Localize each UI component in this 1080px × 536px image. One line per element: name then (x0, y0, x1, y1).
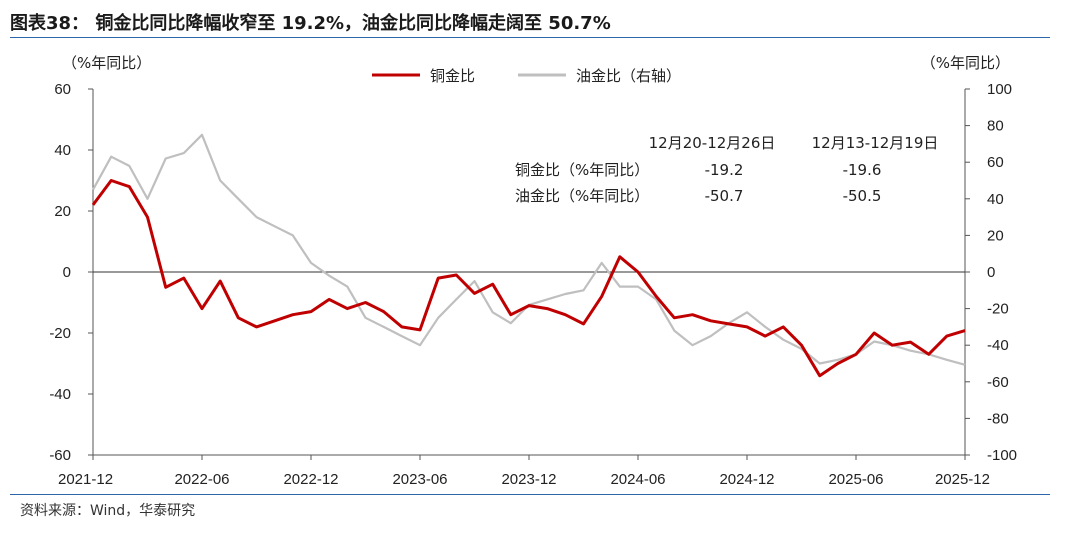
table-value-current: -19.2 (705, 161, 744, 179)
left-tick-label: -40 (49, 386, 71, 403)
legend-label: 油金比（右轴） (576, 67, 681, 85)
series-group (91, 133, 966, 378)
right-tick-label: 80 (987, 118, 1004, 135)
left-tick-label: -60 (49, 447, 71, 464)
right-tick-label: -80 (987, 410, 1009, 427)
table-value-previous: -19.6 (843, 161, 882, 179)
table-row-label: 油金比（%年同比） (515, 187, 649, 205)
x-tick-label: 2021-12 (58, 471, 113, 488)
title-rule (10, 37, 1050, 38)
table-value-previous: -50.5 (843, 187, 882, 205)
left-tick-label: 60 (54, 81, 71, 98)
table-row-label: 铜金比（%年同比） (515, 161, 649, 179)
right-tick-label: -40 (987, 337, 1009, 354)
right-tick-label: -100 (987, 447, 1017, 464)
copper-gold-line (91, 179, 966, 378)
left-tick-label: -20 (49, 325, 71, 342)
legend-label: 铜金比 (430, 67, 475, 85)
x-tick-label: 2024-12 (719, 471, 774, 488)
right-tick-label: 0 (987, 264, 995, 281)
x-tick-label: 2025-06 (828, 471, 883, 488)
left-tick-label: 40 (54, 142, 71, 159)
chart-title: 图表38： 铜金比同比降幅收窄至 19.2%，油金比同比降幅走阔至 50.7% (10, 13, 611, 34)
x-tick-label: 2022-06 (174, 471, 229, 488)
left-tick-label: 20 (54, 203, 71, 220)
source-note: 资料来源：Wind，华泰研究 (20, 503, 196, 519)
x-tick-label: 2025-12 (935, 471, 990, 488)
right-axis-unit: （%年同比） (921, 54, 1010, 72)
right-tick-label: 40 (987, 191, 1004, 208)
right-tick-label: -20 (987, 301, 1009, 318)
table-value-current: -50.7 (705, 187, 744, 205)
table-col2-header: 12月13-12月19日 (812, 134, 939, 152)
left-tick-label: 0 (63, 264, 71, 281)
right-tick-label: 100 (987, 81, 1012, 98)
source-rule (10, 494, 1050, 495)
x-tick-label: 2022-12 (283, 471, 338, 488)
chart-area: 60 40 20 0 -20 -40 -60 100 80 60 40 20 0 -20 -40 -60 -80… (49, 54, 1017, 488)
table-col1-header: 12月20-12月26日 (649, 134, 776, 152)
title-bar: 图表38： 铜金比同比降幅收窄至 19.2%，油金比同比降幅走阔至 50.7% (10, 6, 1050, 36)
right-tick-label: 60 (987, 154, 1004, 171)
axes-group: 60 40 20 0 -20 -40 -60 100 80 60 40 20 0 -20 -40 -60 -80… (49, 54, 1017, 488)
x-tick-label: 2023-06 (392, 471, 447, 488)
right-tick-label: -60 (987, 374, 1009, 391)
legend: 铜金比 油金比（右轴） (372, 67, 681, 85)
x-tick-label: 2024-06 (610, 471, 665, 488)
left-axis-unit: （%年同比） (62, 54, 151, 72)
x-tick-label: 2023-12 (501, 471, 556, 488)
right-tick-label: 20 (987, 227, 1004, 244)
